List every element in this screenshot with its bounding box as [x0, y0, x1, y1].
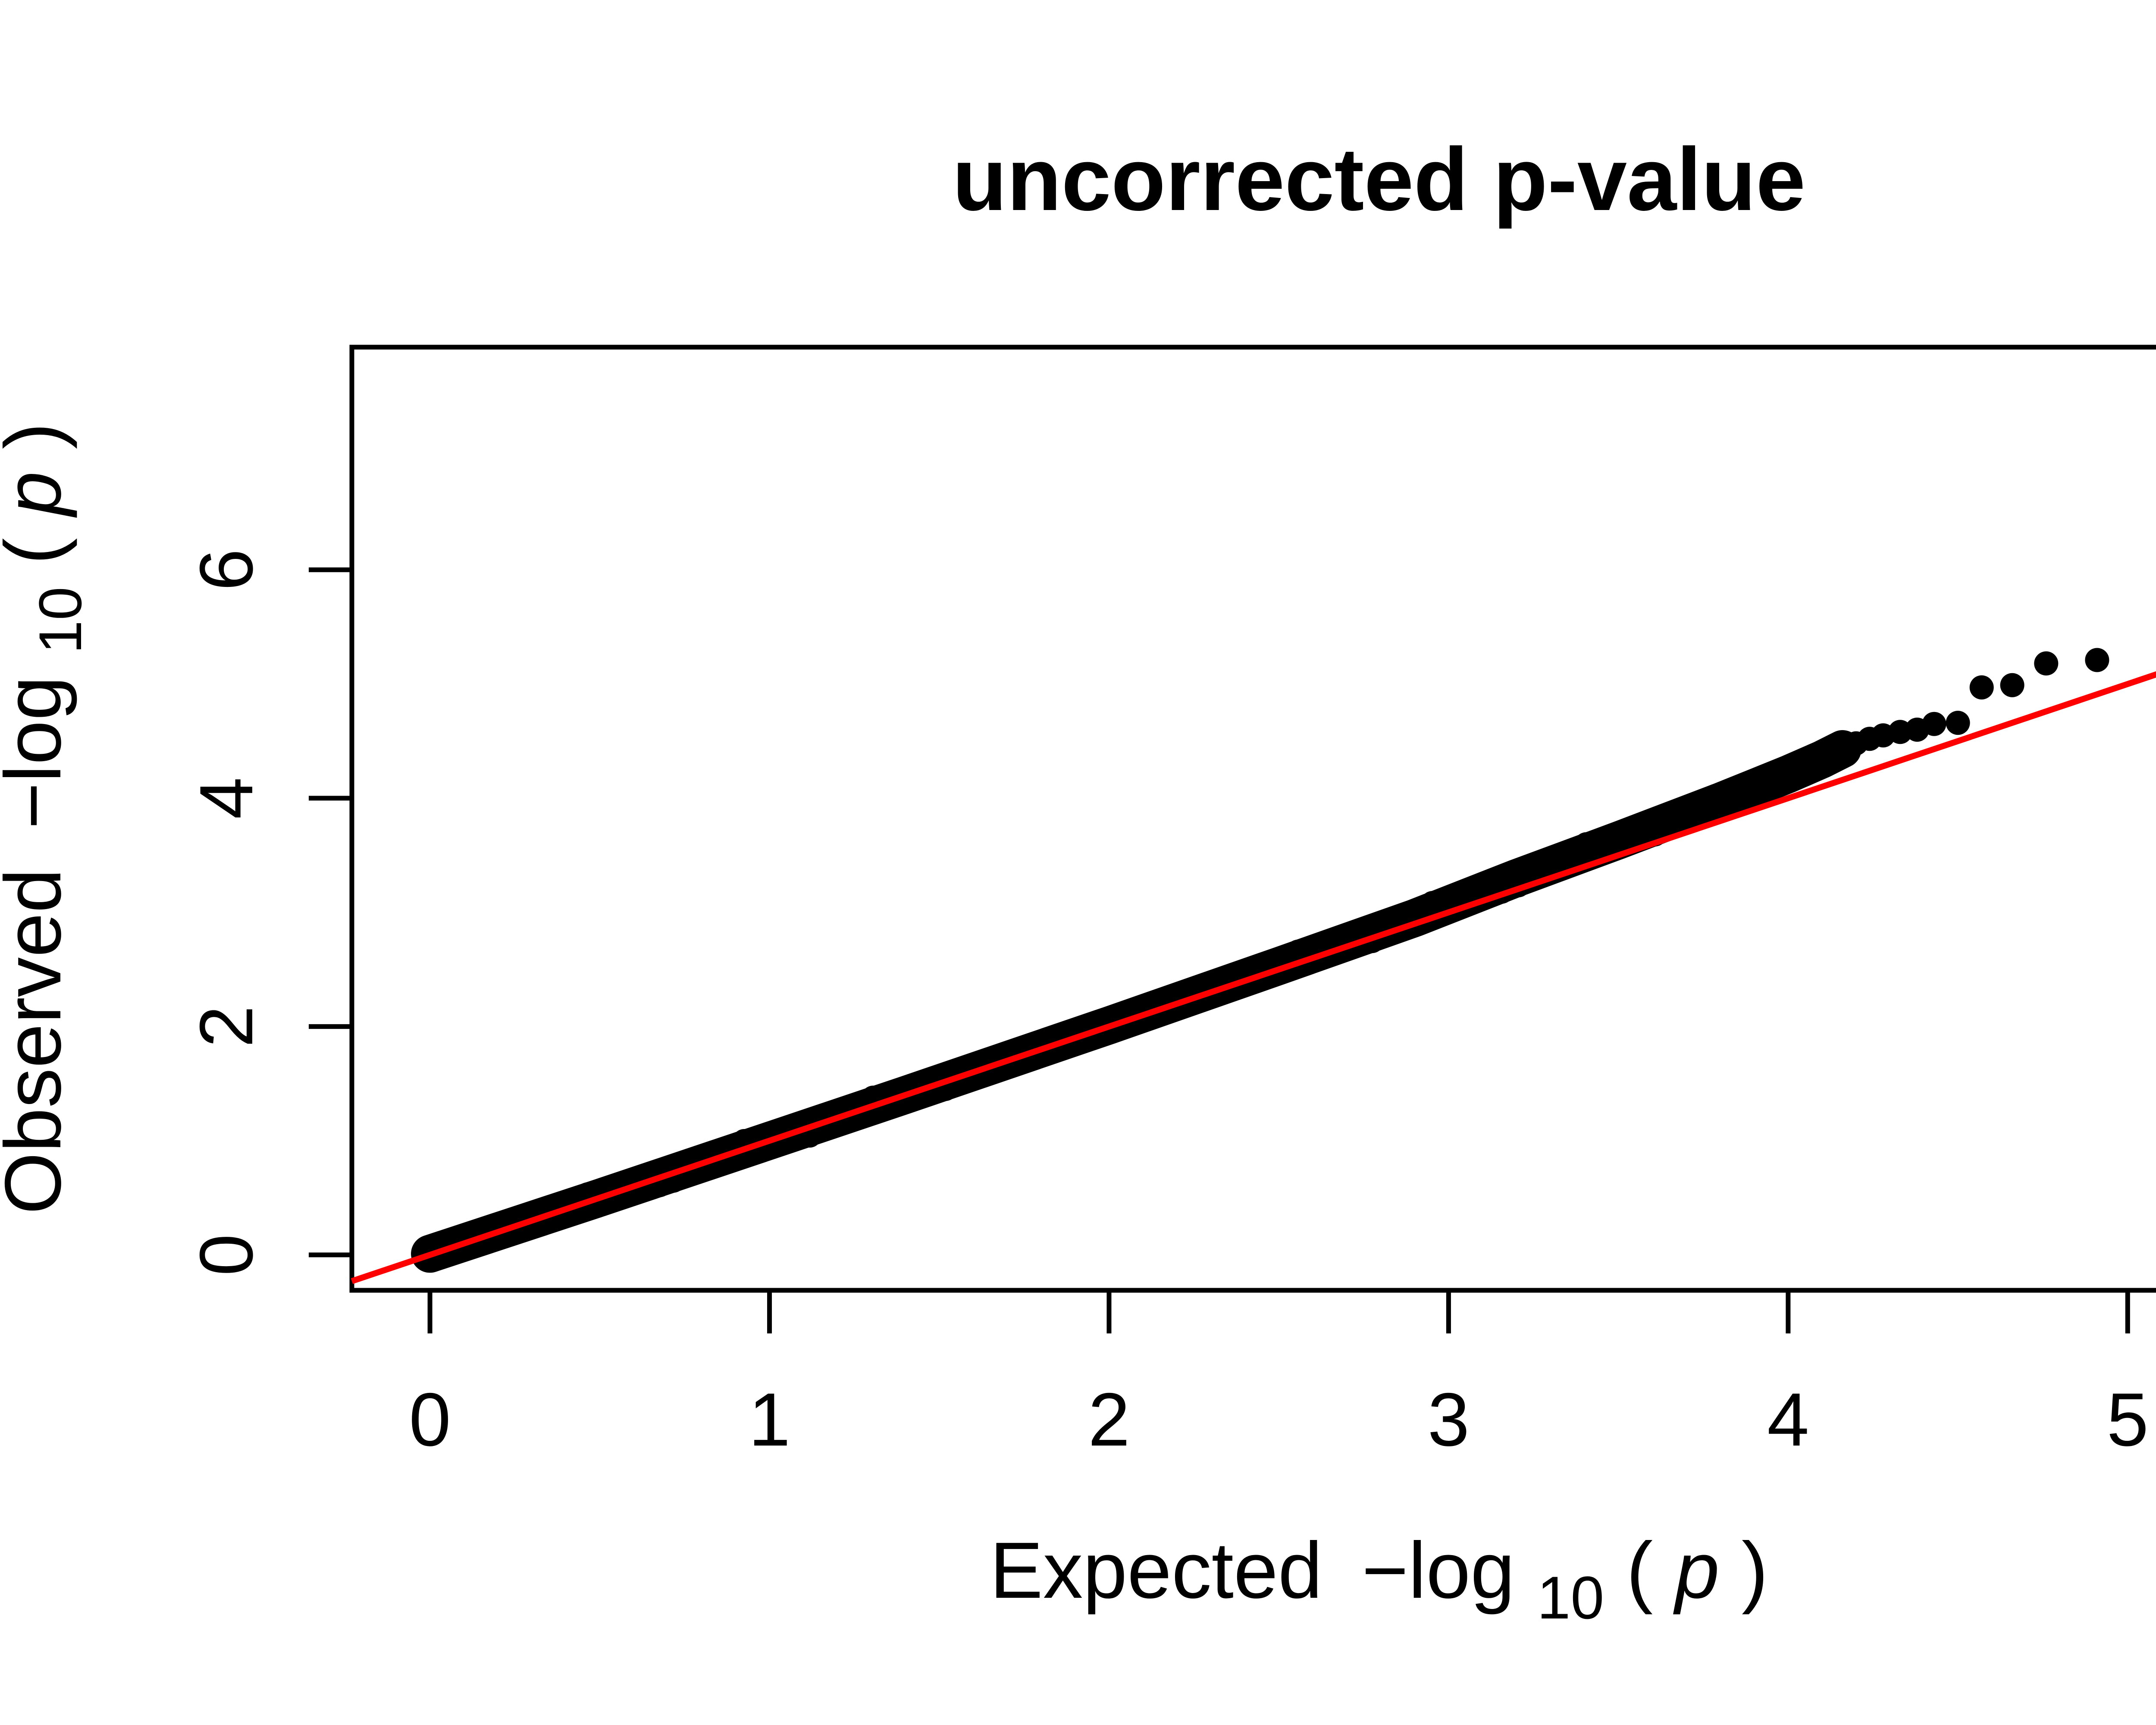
tail-data-point [1969, 675, 1994, 699]
identity-line-group [351, 671, 2156, 1284]
tail-data-point [1922, 712, 1946, 736]
x-axis-tick-label: 4 [1767, 1378, 1809, 1462]
x-axis-label-p: p [1673, 1526, 1720, 1615]
x-axis-label-subscript: 10 [1537, 1564, 1604, 1631]
y-axis-label-open-paren: ( [0, 538, 78, 565]
plot-box [349, 345, 2156, 1293]
scatter-points-group [1844, 648, 2109, 756]
plot-box-group [349, 345, 2156, 1293]
x-axis-tick-label: 0 [409, 1378, 451, 1462]
identity-line [351, 671, 2156, 1284]
tail-data-point [2000, 673, 2024, 697]
y-axis-label-close-paren: ) [0, 423, 78, 449]
x-axis-tick-label: 2 [1088, 1378, 1130, 1462]
y-axis-tick-label: 4 [185, 777, 269, 819]
y-axis-tick-label: 0 [185, 1234, 269, 1276]
x-axis-label: Expected −log 10 ( p ) [990, 1526, 1768, 1636]
x-axis-label-close-paren: ) [1742, 1526, 1768, 1615]
x-axis-label-prefix: Expected [990, 1526, 1344, 1615]
x-axis-label-open-paren: ( [1626, 1526, 1653, 1615]
y-axis-tick-label: 6 [185, 549, 269, 591]
x-axis-label-minus-log: −log [1362, 1526, 1515, 1615]
axis-ticks-group [309, 567, 2130, 1333]
x-axis-tick-label: 3 [1428, 1378, 1470, 1462]
y-axis-label: Observed −log 10 ( p ) [0, 423, 98, 1214]
y-axis-tick-label: 2 [185, 1006, 269, 1048]
y-axis-label-prefix: Observed [0, 846, 78, 1214]
tail-data-point [2085, 648, 2109, 672]
y-axis-label-minus-log: −log [0, 676, 78, 829]
tick-labels-group: 0 1 2 3 4 5 0 2 4 6 [185, 549, 2149, 1462]
x-axis-tick-label: 1 [749, 1378, 790, 1462]
tail-data-point [1946, 711, 1970, 735]
x-axis-tick-label: 5 [2107, 1378, 2149, 1462]
page-title: uncorrected p-value [953, 129, 1806, 229]
tail-data-point [2034, 651, 2059, 676]
y-axis-label-subscript: 10 [26, 586, 94, 654]
y-axis-label-p: p [0, 471, 78, 518]
